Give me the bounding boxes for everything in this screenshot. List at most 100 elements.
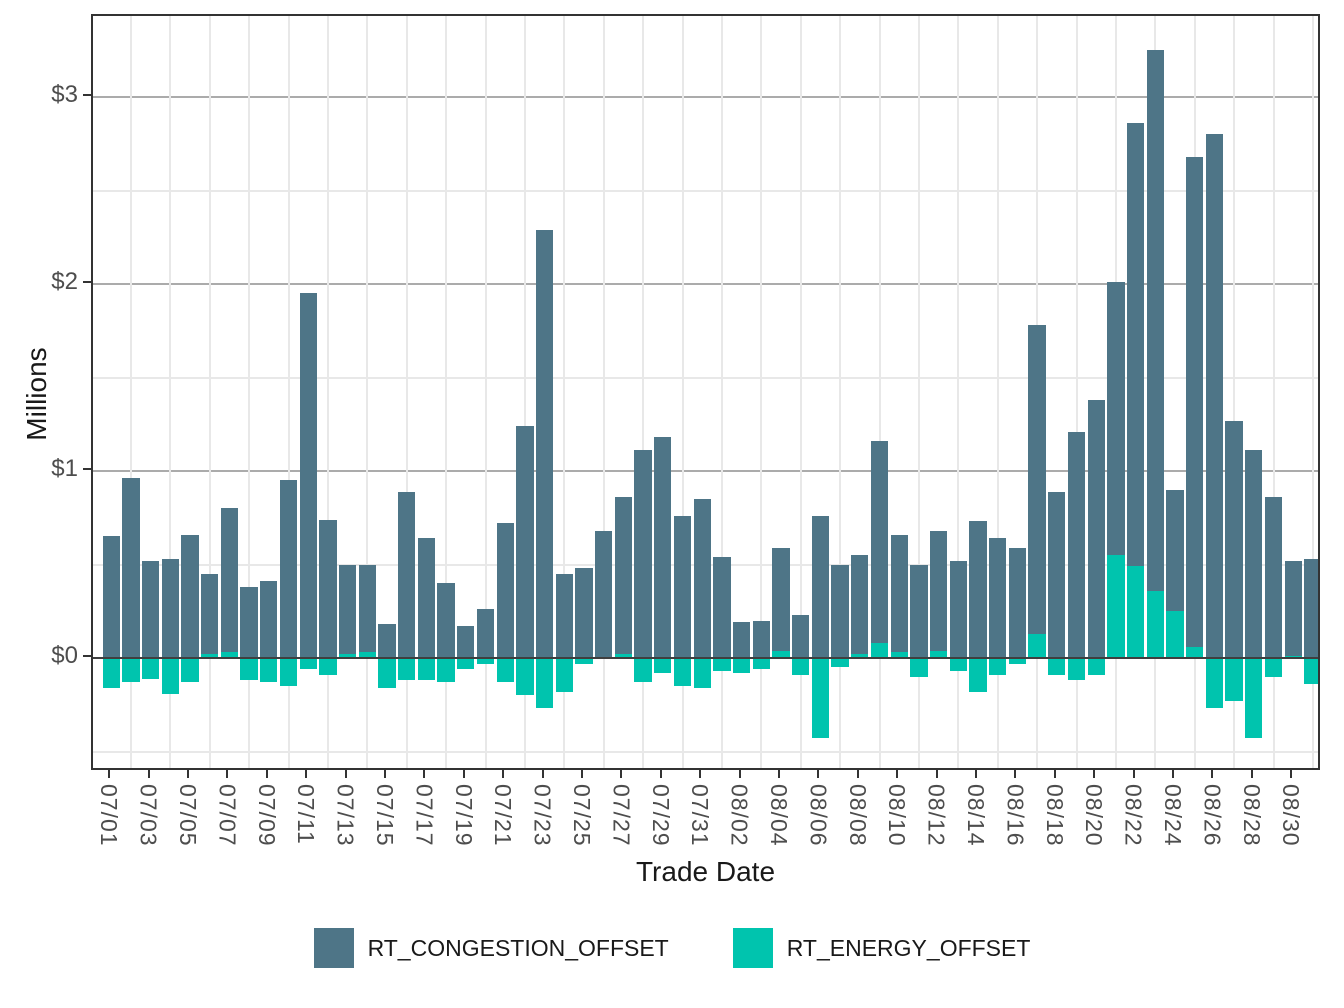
x-tick-mark — [1211, 770, 1214, 778]
bar-segment-energy — [319, 658, 337, 675]
y-minor-gridline — [93, 750, 1318, 753]
x-tick-label: 07/11 — [293, 784, 320, 845]
bar-segment-congestion — [792, 614, 810, 658]
x-tick-mark — [581, 770, 583, 778]
x-minor-gridline — [642, 16, 645, 768]
x-minor-gridline — [523, 16, 526, 768]
x-minor-gridline — [760, 16, 763, 768]
x-tick-mark — [1093, 770, 1096, 778]
x-minor-gridline — [129, 16, 132, 768]
bar-segment-energy — [890, 652, 908, 658]
x-tick-mark — [699, 770, 702, 778]
x-tick-mark — [541, 770, 544, 778]
x-tick-label: 07/03 — [135, 784, 162, 847]
x-tick-label: 07/13 — [332, 784, 359, 847]
bar-segment-congestion — [772, 547, 790, 651]
x-tick-mark — [817, 770, 820, 778]
x-tick-label: 08/18 — [1041, 784, 1068, 847]
x-tick-label: 08/22 — [1120, 784, 1147, 847]
bar-segment-congestion — [1028, 325, 1046, 634]
x-minor-gridline — [248, 16, 251, 768]
y-tick-mark — [83, 94, 91, 96]
x-tick-mark — [659, 770, 662, 778]
bar-segment-congestion — [122, 478, 140, 658]
bar-segment-congestion — [634, 450, 652, 658]
x-tick-mark — [896, 770, 899, 778]
bar-segment-congestion — [1225, 420, 1243, 658]
bar-segment-congestion — [654, 437, 672, 658]
bar-segment-energy — [1245, 658, 1263, 739]
x-tick-label: 07/31 — [687, 784, 714, 847]
bar-segment-energy — [516, 658, 534, 696]
x-tick-label: 08/02 — [726, 784, 753, 847]
bar-segment-energy — [673, 658, 692, 687]
bar-segment-congestion — [1067, 431, 1086, 658]
bar-segment-congestion — [378, 624, 396, 658]
x-tick-label: 07/09 — [253, 784, 280, 847]
x-minor-gridline — [169, 16, 172, 768]
bar-segment-energy — [851, 654, 869, 658]
y-major-gridline — [93, 283, 1318, 285]
bar-segment-energy — [693, 658, 711, 688]
x-minor-gridline — [602, 16, 605, 768]
bar-segment-energy — [240, 658, 258, 681]
bar-segment-congestion — [949, 560, 967, 658]
x-tick-label: 08/12 — [923, 784, 950, 847]
x-tick-label: 08/10 — [884, 784, 911, 847]
bar-segment-congestion — [240, 586, 258, 658]
bar-segment-energy — [1205, 658, 1224, 709]
x-minor-gridline — [917, 16, 920, 768]
bar-segment-energy — [949, 658, 967, 672]
y-tick-label: $1 — [51, 455, 78, 482]
x-minor-gridline — [996, 16, 999, 768]
bar-segment-congestion — [457, 626, 475, 658]
x-minor-gridline — [1233, 16, 1236, 768]
y-tick-mark — [83, 468, 91, 470]
bar-segment-congestion — [989, 538, 1007, 658]
bar-segment-congestion — [516, 426, 534, 658]
bar-segment-energy — [555, 658, 573, 692]
bar-segment-congestion — [555, 573, 573, 658]
bar-segment-energy — [1067, 658, 1086, 681]
bar-segment-congestion — [102, 536, 120, 658]
bar-segment-energy — [122, 658, 140, 683]
x-tick-label: 07/21 — [490, 784, 517, 847]
bar-segment-congestion — [535, 229, 554, 658]
bar-segment-energy — [496, 658, 514, 683]
bar-segment-energy — [713, 658, 731, 672]
plot-panel — [91, 14, 1320, 770]
bar-segment-congestion — [319, 519, 337, 658]
x-tick-label: 08/14 — [963, 784, 989, 847]
bar-segment-energy — [1087, 658, 1105, 675]
x-tick-mark — [187, 770, 189, 778]
x-minor-gridline — [839, 16, 842, 768]
bar-segment-energy — [989, 658, 1007, 675]
bar-segment-energy — [1126, 566, 1145, 658]
bar-segment-congestion — [1107, 282, 1125, 556]
bar-segment-congestion — [220, 508, 239, 653]
bar-segment-congestion — [496, 523, 514, 658]
x-minor-gridline — [445, 16, 448, 768]
x-tick-mark — [1172, 770, 1174, 778]
bar-segment-energy — [220, 652, 239, 658]
x-minor-gridline — [563, 16, 566, 768]
bar-segment-energy — [752, 658, 770, 670]
x-tick-mark — [856, 770, 859, 778]
bar-segment-energy — [181, 658, 199, 683]
bar-segment-congestion — [614, 497, 633, 655]
x-minor-gridline — [326, 16, 329, 768]
x-tick-label: 08/24 — [1160, 784, 1186, 847]
y-major-gridline — [93, 96, 1318, 98]
x-tick-label: 07/29 — [647, 784, 674, 847]
x-tick-label: 07/07 — [214, 784, 241, 847]
bar-segment-congestion — [201, 573, 219, 655]
bar-segment-congestion — [969, 521, 987, 658]
bar-segment-congestion — [1264, 497, 1283, 658]
x-tick-label: 07/01 — [96, 784, 123, 847]
bar-segment-congestion — [851, 555, 869, 655]
bar-segment-congestion — [437, 583, 455, 658]
x-minor-gridline — [208, 16, 211, 768]
bar-segment-energy — [535, 658, 554, 709]
x-tick-label: 08/20 — [1081, 784, 1108, 847]
